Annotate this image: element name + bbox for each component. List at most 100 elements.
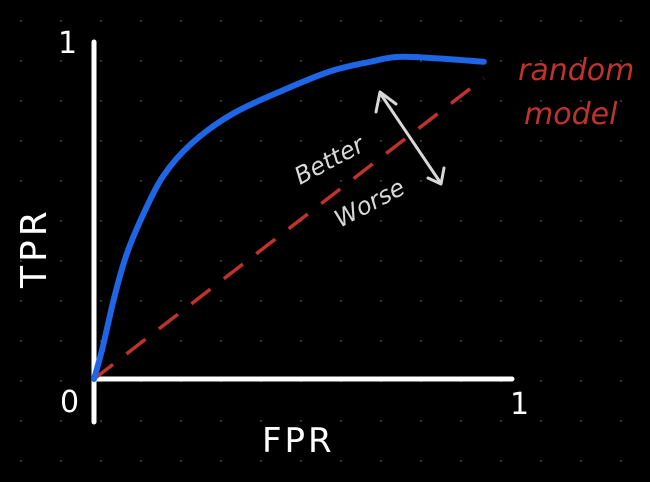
grid-dot bbox=[459, 179, 463, 183]
grid-dot bbox=[419, 299, 423, 303]
grid-dot bbox=[99, 219, 103, 223]
roc-point-5 bbox=[160, 173, 166, 179]
grid-dot bbox=[219, 59, 223, 63]
grid-dot bbox=[259, 339, 263, 343]
grid-dot bbox=[59, 59, 63, 63]
grid-dot bbox=[19, 19, 23, 23]
grid-dot bbox=[499, 219, 503, 223]
grid-dot bbox=[539, 219, 543, 223]
grid-dot bbox=[219, 179, 223, 183]
roc-point-11 bbox=[396, 54, 402, 60]
grid-dot bbox=[419, 179, 423, 183]
grid-dot bbox=[299, 59, 303, 63]
grid-dot bbox=[19, 379, 23, 383]
grid-dot bbox=[99, 139, 103, 143]
grid-dot bbox=[499, 99, 503, 103]
grid-dot bbox=[299, 139, 303, 143]
grid-dot bbox=[539, 339, 543, 343]
grid-dot bbox=[59, 339, 63, 343]
grid-dot bbox=[539, 179, 543, 183]
grid-dot bbox=[379, 179, 383, 183]
roc-point-13 bbox=[481, 59, 487, 65]
grid-dot bbox=[339, 219, 343, 223]
better-annotation: Better bbox=[290, 130, 371, 191]
grid-dot bbox=[179, 179, 183, 183]
roc-point-7 bbox=[229, 111, 235, 117]
grid-dot bbox=[579, 179, 583, 183]
roc-point-6 bbox=[188, 141, 194, 147]
grid-dot bbox=[59, 179, 63, 183]
grid-dot bbox=[619, 459, 623, 463]
grid-dot bbox=[219, 259, 223, 263]
roc-point-1 bbox=[99, 347, 105, 353]
grid-dot bbox=[139, 299, 143, 303]
grid-dot bbox=[139, 139, 143, 143]
grid-dot bbox=[419, 139, 423, 143]
grid-dot bbox=[459, 299, 463, 303]
grid-dot bbox=[299, 179, 303, 183]
grid-dot bbox=[539, 259, 543, 263]
grid-dot bbox=[99, 259, 103, 263]
grid-dot bbox=[499, 339, 503, 343]
grid-dot bbox=[579, 379, 583, 383]
grid-dot bbox=[619, 179, 623, 183]
grid-dot bbox=[179, 459, 183, 463]
roc-curve bbox=[91, 53, 487, 382]
grid-dot bbox=[419, 19, 423, 23]
random-model-label-line1: random bbox=[518, 53, 634, 88]
grid-dot bbox=[619, 139, 623, 143]
grid-dot bbox=[619, 299, 623, 303]
grid-dot bbox=[339, 179, 343, 183]
grid-dot bbox=[59, 139, 63, 143]
grid-dot bbox=[459, 419, 463, 423]
grid-dot bbox=[179, 259, 183, 263]
random-model-label-line2: model bbox=[524, 97, 618, 132]
grid-dot bbox=[379, 259, 383, 263]
grid-dot bbox=[499, 19, 503, 23]
grid-dot bbox=[179, 299, 183, 303]
grid-dot bbox=[59, 219, 63, 223]
grid-dot bbox=[299, 339, 303, 343]
grid-dot bbox=[139, 19, 143, 23]
roc-point-2 bbox=[111, 294, 117, 300]
grid-dot bbox=[379, 219, 383, 223]
grid-dot bbox=[219, 139, 223, 143]
grid-dot bbox=[499, 139, 503, 143]
grid-dot bbox=[259, 219, 263, 223]
grid-dot bbox=[419, 219, 423, 223]
grid-dot bbox=[139, 419, 143, 423]
grid-dot bbox=[299, 419, 303, 423]
grid-dot bbox=[99, 59, 103, 63]
grid-dot bbox=[339, 99, 343, 103]
grid-dot bbox=[219, 339, 223, 343]
grid-dot bbox=[139, 259, 143, 263]
grid-dot bbox=[19, 339, 23, 343]
grid-dot bbox=[579, 259, 583, 263]
grid-dot bbox=[99, 299, 103, 303]
grid-dot bbox=[619, 219, 623, 223]
grid-dot bbox=[419, 339, 423, 343]
roc-point-12 bbox=[436, 56, 442, 62]
grid-dot bbox=[339, 259, 343, 263]
grid-dot bbox=[219, 299, 223, 303]
grid-dot bbox=[579, 299, 583, 303]
grid-dot bbox=[499, 59, 503, 63]
roc-point-10 bbox=[367, 59, 373, 65]
grid-dot bbox=[219, 219, 223, 223]
grid-dot bbox=[499, 419, 503, 423]
random-model-line bbox=[92, 76, 485, 381]
grid-dot bbox=[59, 379, 63, 383]
grid-dot bbox=[579, 139, 583, 143]
grid-dot bbox=[499, 459, 503, 463]
grid-dot bbox=[59, 419, 63, 423]
grid-dot bbox=[179, 339, 183, 343]
y-axis-label: TPR bbox=[14, 207, 55, 289]
grid-dot bbox=[459, 99, 463, 103]
grid-dot bbox=[99, 459, 103, 463]
grid-dot bbox=[379, 419, 383, 423]
grid-dot bbox=[379, 99, 383, 103]
grid-dot bbox=[19, 299, 23, 303]
grid-dot bbox=[419, 459, 423, 463]
grid-dot bbox=[579, 339, 583, 343]
grid-dot bbox=[299, 99, 303, 103]
